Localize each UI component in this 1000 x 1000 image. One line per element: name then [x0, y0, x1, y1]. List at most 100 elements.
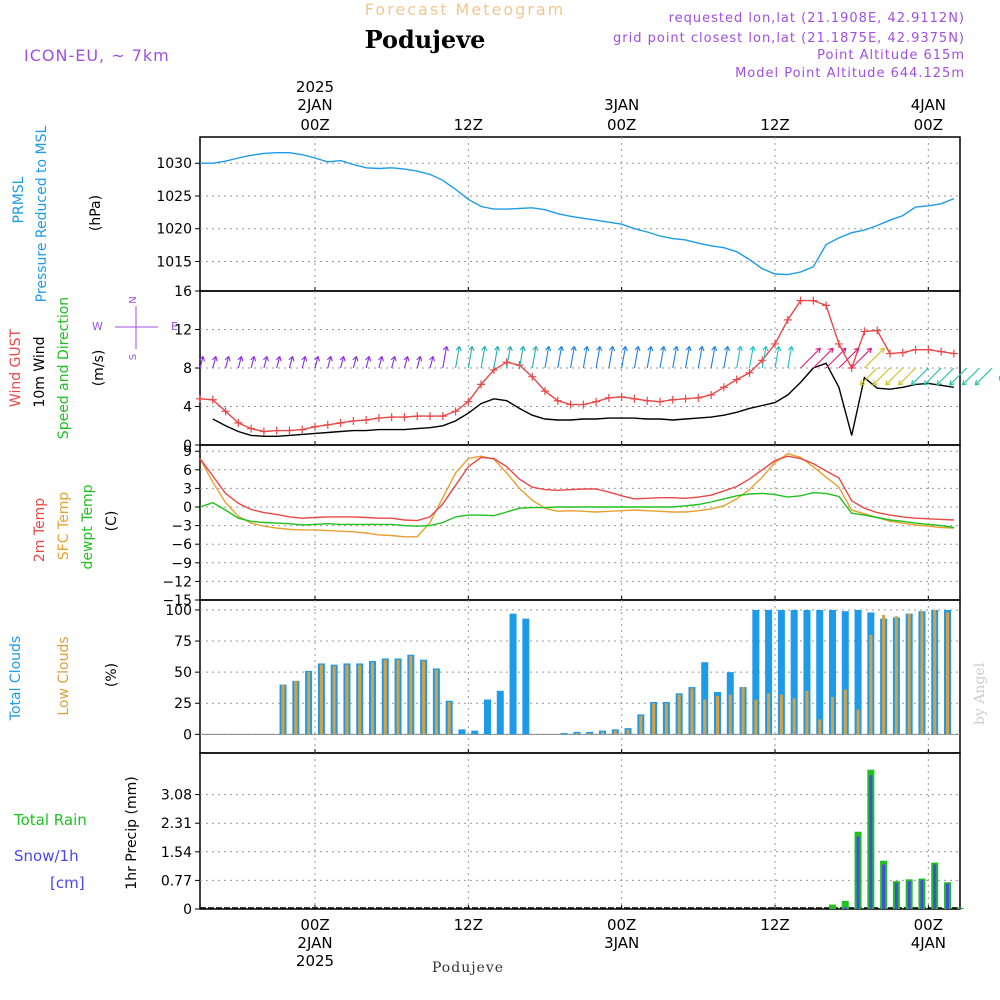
series-line-pressure: [200, 151, 955, 276]
wind-arrowhead: [647, 345, 654, 352]
wind-arrowhead: [570, 345, 577, 352]
wind-arrowhead: [494, 345, 501, 352]
wind-direction-arrow: [595, 346, 601, 369]
wind-direction-arrow: [340, 356, 345, 369]
gust-point-marker: [387, 413, 396, 422]
wind-arrowhead: [609, 345, 616, 352]
total-cloud-bar: [560, 733, 568, 735]
low-cloud-bar: [907, 613, 911, 735]
x-date-label-bottom: 4JAN: [911, 934, 946, 952]
snow-bar: [843, 907, 847, 909]
gust-point-marker: [413, 412, 422, 421]
wind-arrowhead: [866, 347, 872, 354]
wind-arrowhead: [749, 345, 756, 352]
total-cloud-bar: [496, 690, 504, 735]
gust-point-marker: [528, 372, 537, 381]
wind-direction-arrow: [962, 367, 980, 386]
wind-direction-arrow: [872, 367, 891, 386]
wind-arrowhead: [378, 356, 384, 362]
gust-point-marker: [796, 296, 805, 305]
low-cloud-bar: [664, 703, 668, 735]
y-tick-label: 1025: [156, 189, 192, 205]
gust-point-marker: [898, 348, 907, 357]
sfc-temp-axis-label: SFC Temp: [56, 492, 72, 561]
wind-direction-arrow: [710, 346, 716, 369]
wind-arrowhead: [429, 356, 436, 362]
wind-arrowhead: [532, 345, 539, 352]
gust-point-marker: [732, 375, 741, 384]
y-tick-label: 0: [183, 727, 192, 743]
wind-arrowhead: [828, 347, 834, 354]
y-tick-label: 50: [174, 665, 192, 681]
gust-point-marker: [630, 394, 639, 403]
gust-point-marker: [374, 414, 383, 423]
y-tick-label: 1020: [156, 222, 192, 238]
gridpoint-location: grid point closest lon,lat (21.1875E, 42…: [613, 31, 965, 46]
total-cloud-bar: [458, 729, 466, 735]
chart-subtitle: Forecast Meteogram: [365, 0, 565, 19]
low-cloud-bar: [779, 694, 783, 735]
gust-point-marker: [234, 418, 243, 427]
low-cloud-bar: [281, 684, 285, 735]
wind-direction-arrow: [378, 356, 383, 369]
low-cloud-bar: [345, 664, 349, 735]
wind-direction-arrow: [851, 347, 872, 369]
wind-arrowhead: [961, 379, 968, 386]
wind-direction-arrow: [859, 367, 878, 386]
wind-direction-arrow: [923, 367, 942, 386]
gust-point-marker: [579, 400, 588, 409]
credit-watermark: by Angel: [972, 662, 988, 725]
data-layer: [196, 151, 1000, 909]
wind-direction-arrow: [898, 367, 916, 386]
y-tick-label: 0.77: [161, 873, 192, 889]
low-cloud-bar: [703, 699, 707, 735]
wind-direction-arrow: [314, 356, 319, 369]
wind-arrowhead: [898, 379, 904, 386]
low-cloud-bar: [396, 659, 400, 735]
wind-arrowhead: [557, 345, 564, 352]
y-tick-label: −9: [171, 556, 192, 572]
wind-direction-arrow: [885, 367, 904, 386]
wind-arrowhead: [301, 356, 308, 362]
y-tick-label: 16: [174, 284, 192, 300]
gust-point-marker: [604, 393, 613, 402]
dewpoint-axis-label: dewpt Temp: [80, 484, 96, 569]
wind-arrowhead: [621, 345, 628, 352]
low-cloud-bar: [613, 730, 617, 735]
wind-arrowhead: [762, 345, 769, 352]
gust-axis-label: Wind GUST: [8, 328, 24, 407]
wind-direction-arrow: [403, 356, 409, 369]
y-tick-label: 3.08: [161, 788, 192, 804]
total-cloud-bar: [701, 662, 709, 735]
y-tick-label: 12: [174, 323, 192, 339]
gust-point-marker: [451, 407, 460, 416]
point-altitude: Point Altitude 615m: [817, 48, 965, 63]
gust-point-marker: [566, 400, 575, 409]
gust-point-marker: [949, 349, 958, 358]
wind-arrowhead: [275, 356, 282, 362]
wind-arrowhead: [288, 356, 295, 362]
wind-direction-arrow: [531, 346, 537, 369]
snow-bar: [946, 883, 949, 909]
low-cloud-bar: [319, 664, 323, 735]
gust-point-marker: [758, 356, 767, 365]
gust-point-marker: [259, 427, 268, 436]
gust-point-marker: [668, 395, 677, 404]
footer-station: Podujeve: [432, 960, 504, 976]
low-cloud-bar: [307, 672, 311, 735]
wind-direction-arrow: [429, 356, 434, 369]
x-tick-label-top: 12Z: [454, 116, 483, 134]
wind-direction-arrow: [949, 367, 968, 386]
gust-point-marker: [937, 347, 946, 356]
total-cloud-bar: [803, 609, 811, 735]
wind-arrowhead: [711, 345, 718, 352]
y-tick-label: 6: [183, 463, 192, 479]
gust-point-marker: [719, 383, 728, 392]
wind-direction-arrow: [672, 346, 678, 369]
y-tick-label: 9: [183, 444, 192, 460]
wind-direction-arrow: [518, 346, 524, 369]
wind-direction-arrow: [608, 346, 614, 369]
wind-direction-arrow: [974, 367, 993, 386]
wind-arrowhead: [949, 379, 955, 386]
rain-bar: [841, 900, 849, 909]
